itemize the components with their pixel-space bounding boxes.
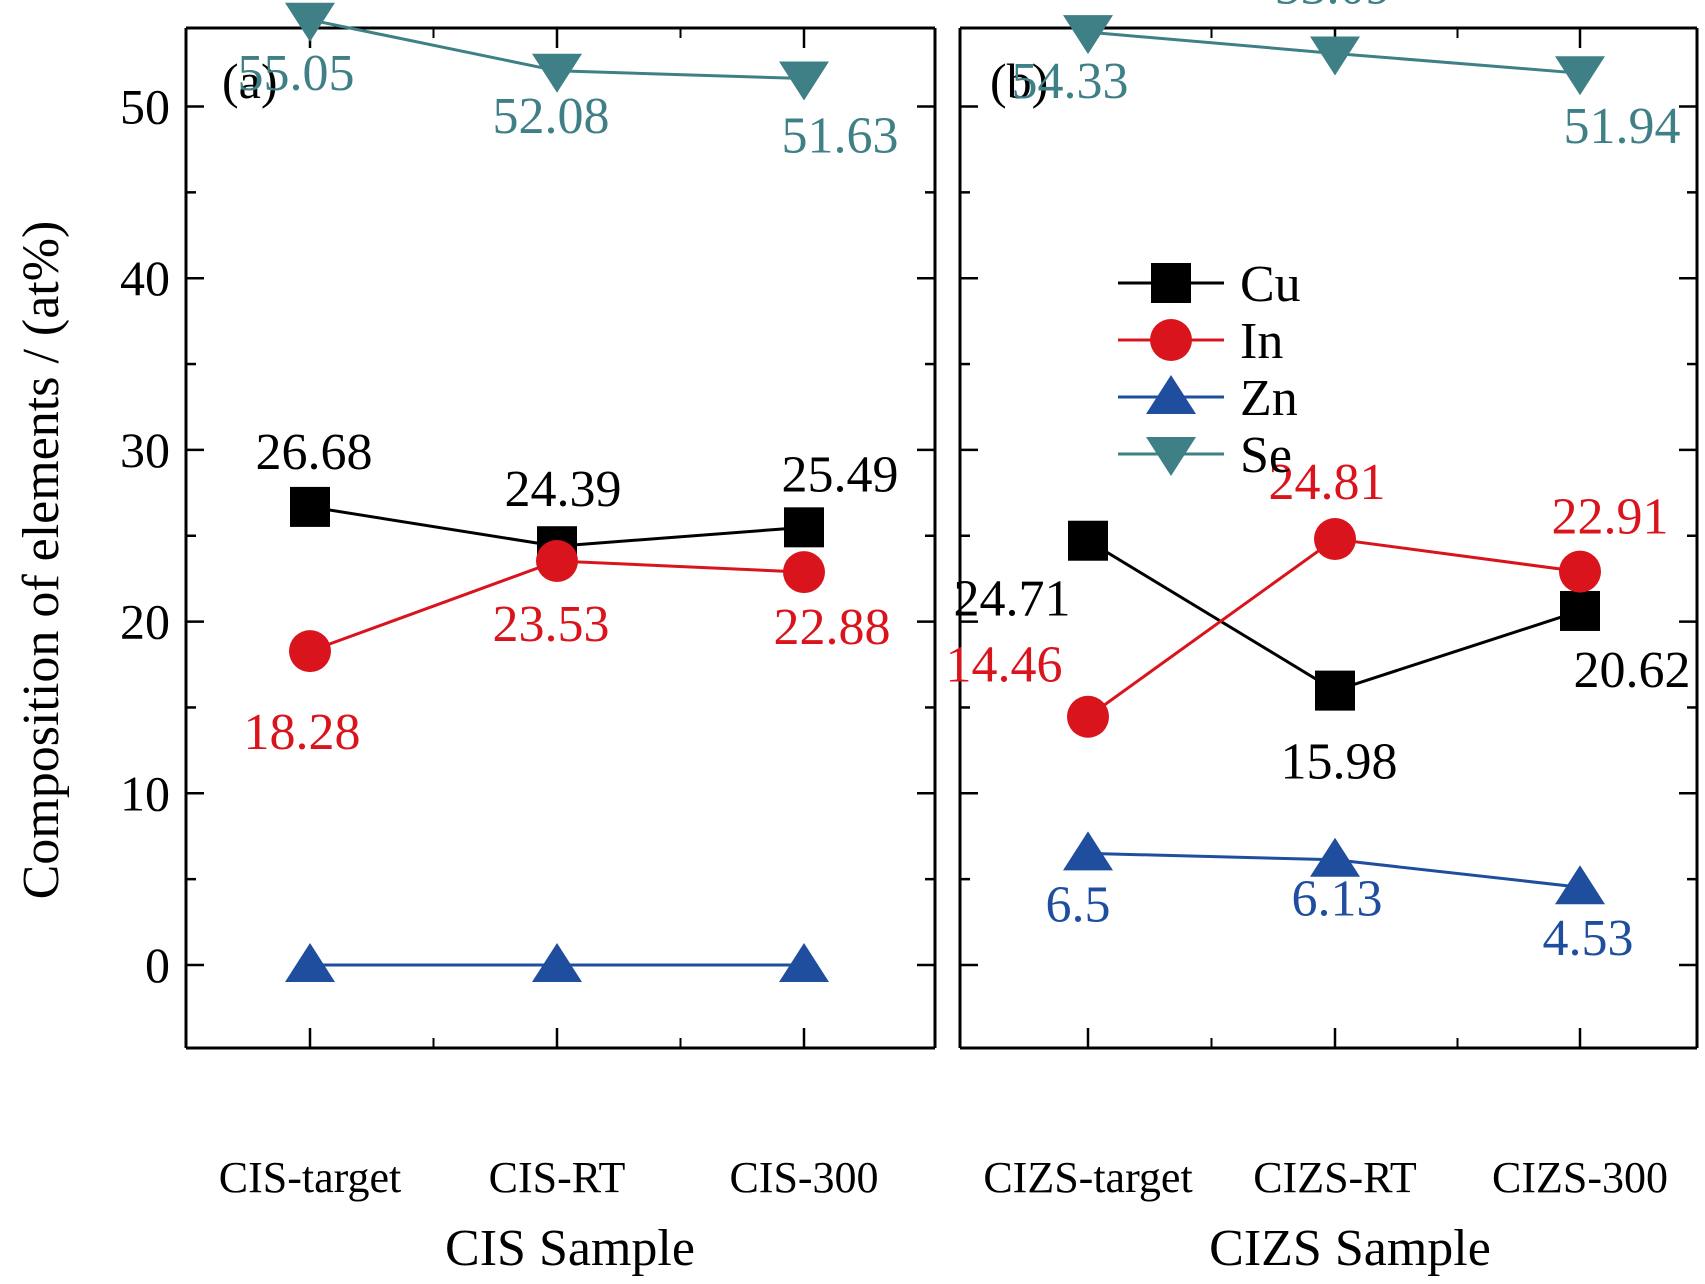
panel-a-in-point — [289, 630, 331, 673]
panel-a-cu-point — [784, 507, 824, 548]
panel-a-se-data-label: 52.08 — [493, 88, 610, 145]
panel-a-in-data-label: 23.53 — [493, 596, 610, 653]
panel-a-in-data-label: 18.28 — [244, 704, 361, 761]
panel-b-zn-data-label: 6.13 — [1292, 871, 1383, 928]
panel-b-zn-point — [1555, 865, 1605, 905]
panel-a-label: (a) — [222, 53, 278, 109]
legend-in-label: In — [1240, 313, 1283, 370]
panel-b-se-data-label: 51.94 — [1564, 98, 1681, 155]
y-tick-label: 50 — [120, 79, 170, 135]
legend-in-marker — [1150, 319, 1192, 361]
panel-a-se-point — [285, 2, 335, 42]
panel-a-zn-point — [779, 943, 829, 982]
panel-a-in-point — [536, 539, 578, 582]
panel-a-zn-point — [532, 943, 582, 982]
panel-b-x-tick-label: CIZS-300 — [1492, 1153, 1668, 1202]
panel-b-se-point — [1063, 15, 1113, 55]
y-tick-label: 10 — [120, 765, 170, 821]
panel-a-cu-point — [290, 486, 330, 527]
panel-a-x-tick-label: CIS-RT — [489, 1153, 626, 1202]
panel-b-cu-point — [1068, 520, 1108, 561]
y-tick-label: 20 — [120, 594, 170, 650]
panel-b-cu-point — [1315, 670, 1355, 711]
panel-a: (a) CIS Sample CIS-target CIS-RT CIS-300 26… — [219, 2, 899, 1277]
panel-b-x-axis-label: CIZS Sample — [1209, 1220, 1491, 1277]
panel-b-zn-data-label: 4.53 — [1543, 910, 1634, 967]
panel-a-cu-data-label: 24.39 — [505, 461, 622, 518]
panel-a-se-point — [779, 61, 829, 101]
y-axis: Composition of elements / (at%) 0 10 20 30 4… — [13, 79, 170, 994]
plot-frame — [184, 26, 1699, 1050]
y-tick-label: 40 — [120, 250, 170, 306]
panel-b-in-data-label: 14.46 — [946, 637, 1063, 694]
panel-a-cu-data-label: 26.68 — [256, 424, 373, 481]
panel-b-se-data-label: 54.33 — [1012, 53, 1129, 110]
y-axis-label: Composition of elements / (at%) — [13, 221, 70, 900]
panel-b-zn-point — [1310, 837, 1360, 877]
panel-b-cu-data-label: 20.62 — [1574, 642, 1691, 699]
panel-b-in-point — [1559, 550, 1601, 593]
panel-b-zn-point — [1063, 831, 1113, 871]
panel-a-in-point — [783, 551, 825, 594]
panel-a-x-axis-label: CIS Sample — [445, 1220, 695, 1277]
panel-b-se-point — [1555, 56, 1605, 96]
panel-b-in-data-label: 24.81 — [1269, 454, 1386, 511]
panel-a-cu-data-label: 25.49 — [782, 446, 899, 503]
panel-b-zn-data-label: 6.5 — [1046, 876, 1111, 933]
panel-b-in-point — [1067, 695, 1109, 738]
panel-a-zn-point — [285, 943, 335, 982]
legend-zn-marker — [1146, 375, 1196, 414]
panel-b-cu-data-label: 24.71 — [954, 571, 1071, 628]
panel-a-se-data-label: 55.05 — [238, 45, 355, 102]
panel-a-in-data-label: 22.88 — [774, 599, 891, 656]
panel-a-x-tick-label: CIS-target — [219, 1153, 402, 1202]
legend-se-label: Se — [1240, 427, 1292, 484]
panel-b: (b) CIZS Sample CIZS-target CIZS-RT CIZS-3… — [946, 0, 1691, 1277]
panel-b-x-tick-label: CIZS-target — [983, 1153, 1192, 1202]
y-tick-label: 0 — [145, 937, 170, 993]
panel-b-in-data-label: 22.91 — [1552, 489, 1669, 546]
panel-a-se-point — [532, 53, 582, 93]
legend-se-marker — [1146, 437, 1196, 476]
panel-b-cu-data-label: 15.98 — [1281, 734, 1398, 791]
panel-b-se-point — [1310, 36, 1360, 76]
panel-a-x-tick-label: CIS-300 — [729, 1153, 878, 1202]
panel-b-x-tick-label: CIZS-RT — [1253, 1153, 1417, 1202]
panel-a-se-data-label: 51.63 — [782, 108, 899, 165]
panel-b-label: (b) — [990, 53, 1048, 109]
legend-cu-marker — [1151, 263, 1191, 303]
y-tick-label: 30 — [120, 422, 170, 478]
panel-b-cu-point — [1560, 590, 1600, 631]
panel-b-in-point — [1314, 518, 1356, 561]
legend-cu-label: Cu — [1240, 256, 1301, 313]
panel-b-se-data-label: 53.09 — [1275, 0, 1392, 15]
legend-zn-label: Zn — [1240, 370, 1298, 427]
